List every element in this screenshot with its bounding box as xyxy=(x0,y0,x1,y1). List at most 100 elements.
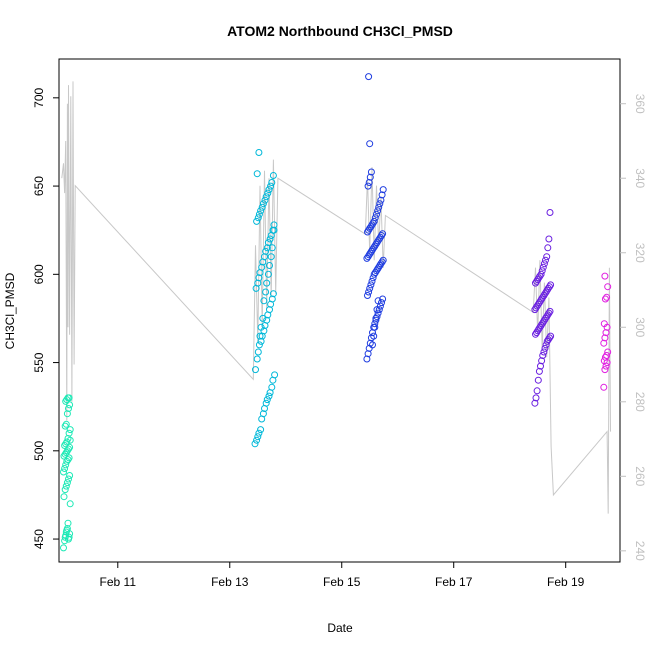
y2-tick-label: 320 xyxy=(633,243,647,263)
data-point xyxy=(602,329,610,337)
data-point xyxy=(65,429,73,437)
data-point xyxy=(266,306,273,314)
data-point xyxy=(367,168,375,176)
data-point xyxy=(371,323,379,331)
data-point xyxy=(363,355,371,363)
data-point xyxy=(66,472,74,479)
data-point xyxy=(370,244,378,252)
data-point xyxy=(540,260,548,268)
data-point xyxy=(363,254,371,262)
data-point xyxy=(256,332,264,340)
data-point xyxy=(262,247,270,255)
y-tick-label: 500 xyxy=(32,440,46,460)
data-point xyxy=(61,442,69,449)
data-point xyxy=(547,281,555,289)
data-point xyxy=(366,284,374,292)
data-point xyxy=(270,226,278,234)
data-point xyxy=(263,244,271,252)
data-point xyxy=(375,235,383,243)
data-point xyxy=(374,237,382,245)
y-tick-label: 600 xyxy=(32,264,46,284)
y-tick-label: 650 xyxy=(32,176,46,196)
data-point xyxy=(543,337,551,345)
data-point xyxy=(265,186,273,194)
data-point xyxy=(538,357,546,365)
x-tick-label: Feb 19 xyxy=(547,575,585,589)
data-point xyxy=(373,313,381,321)
data-point xyxy=(60,544,67,552)
data-point xyxy=(545,309,553,317)
data-point xyxy=(541,290,549,298)
data-point xyxy=(541,344,549,352)
data-point xyxy=(262,193,270,201)
data-point xyxy=(546,283,553,291)
data-point xyxy=(255,274,263,282)
y2-tick-label: 280 xyxy=(633,392,647,412)
data-point xyxy=(369,246,376,254)
data-point xyxy=(532,394,540,402)
data-point xyxy=(535,367,543,375)
data-point xyxy=(536,323,544,331)
data-point xyxy=(63,410,71,418)
data-point xyxy=(375,306,383,314)
data-point xyxy=(264,239,272,247)
data-point xyxy=(253,217,261,225)
data-point xyxy=(372,240,380,248)
data-point xyxy=(365,251,373,259)
x-axis: Feb 11 Feb 13 Feb 15 Feb 17 Feb 19 xyxy=(100,562,585,589)
data-point xyxy=(63,457,71,465)
data-point xyxy=(257,323,265,331)
y2-tick-label: 360 xyxy=(633,94,647,114)
data-point xyxy=(364,350,372,358)
data-point xyxy=(367,334,375,342)
data-point xyxy=(254,279,262,287)
data-point xyxy=(264,270,272,278)
data-point xyxy=(372,314,380,322)
secondary-trace-layer xyxy=(61,81,611,514)
data-point xyxy=(63,479,71,487)
data-point xyxy=(263,316,271,324)
data-point xyxy=(62,420,70,428)
data-point xyxy=(534,300,542,308)
data-point xyxy=(542,288,550,296)
data-point xyxy=(542,256,549,264)
data-point xyxy=(269,172,277,179)
x-tick-label: Feb 17 xyxy=(435,575,473,589)
data-point xyxy=(537,322,545,329)
y2-tick-label: 240 xyxy=(633,541,647,561)
data-point xyxy=(533,277,541,285)
data-point xyxy=(65,475,72,483)
data-point xyxy=(538,295,546,303)
series-2 xyxy=(251,149,279,448)
data-point xyxy=(373,267,380,275)
data-point xyxy=(543,286,551,294)
data-point xyxy=(371,242,379,250)
data-point xyxy=(371,320,379,328)
data-point xyxy=(61,537,69,545)
data-point xyxy=(65,405,72,412)
data-point xyxy=(253,436,261,444)
data-point xyxy=(532,279,539,287)
data-point xyxy=(533,329,541,337)
data-point xyxy=(543,313,551,321)
data-point xyxy=(65,533,73,541)
data-point xyxy=(60,493,68,501)
data-point xyxy=(531,306,539,314)
data-point xyxy=(534,327,542,335)
data-point xyxy=(257,207,265,215)
data-point xyxy=(370,332,378,340)
data-point xyxy=(259,410,267,418)
data-point xyxy=(378,258,386,266)
data-point xyxy=(63,438,71,446)
data-point xyxy=(538,320,546,328)
data-point xyxy=(535,325,543,333)
data-point xyxy=(255,149,263,156)
data-point xyxy=(267,182,275,190)
data-point xyxy=(64,456,72,464)
data-point xyxy=(539,263,547,271)
data-point xyxy=(255,210,263,218)
y-tick-label: 450 xyxy=(32,529,46,549)
data-point xyxy=(543,253,551,261)
data-point xyxy=(375,203,383,211)
